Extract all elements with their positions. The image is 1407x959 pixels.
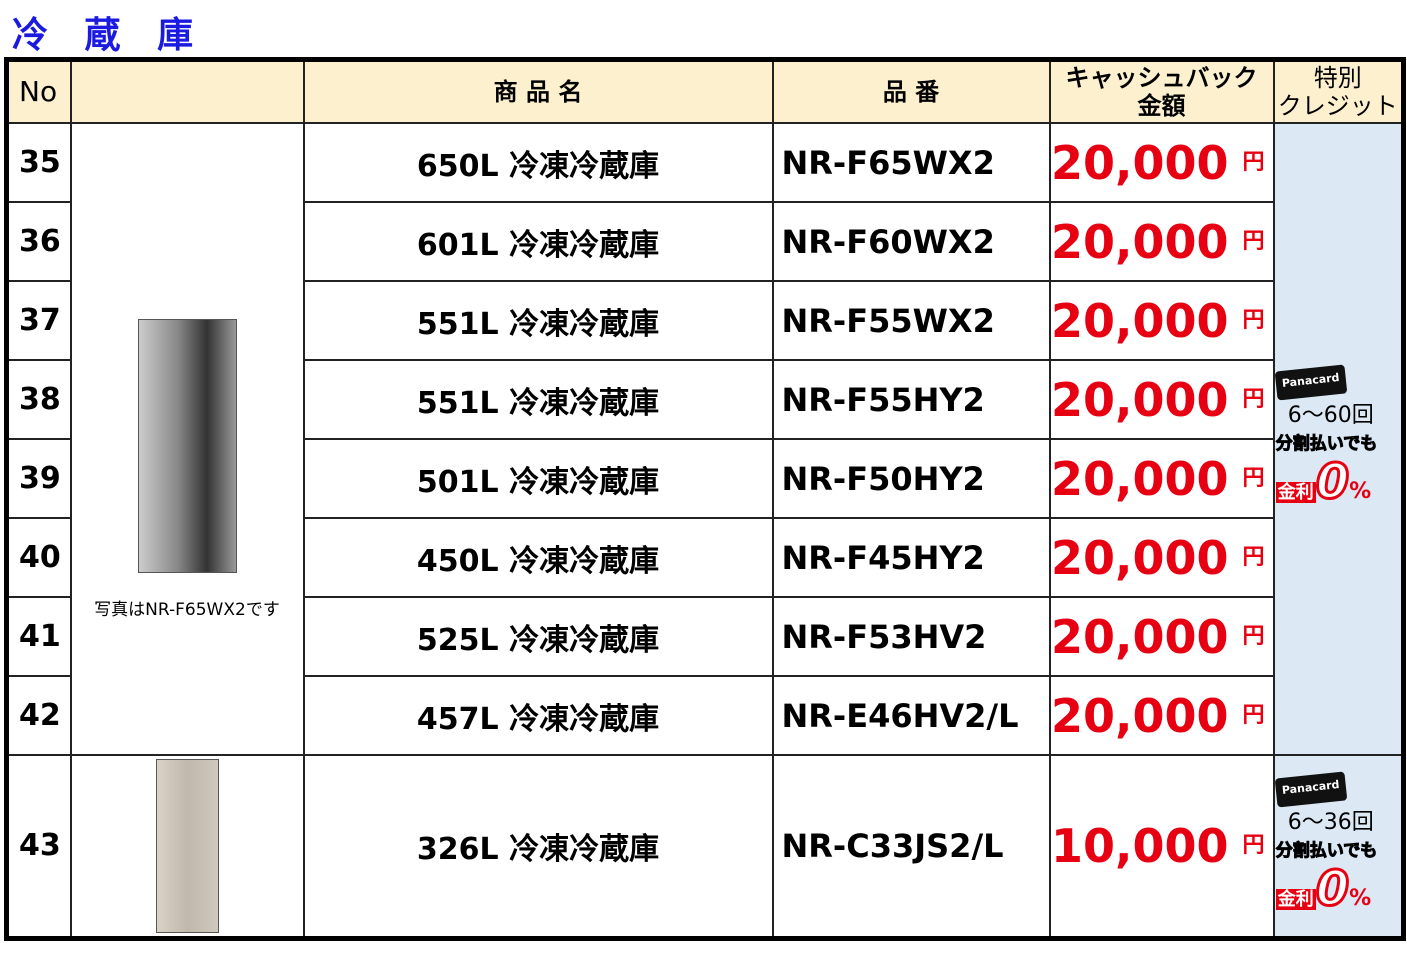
row-no: 41 [5, 596, 72, 677]
installments: 6～36回 [1287, 809, 1374, 835]
model-number: NR-E46HV2/L [771, 675, 1051, 756]
header-name: 商 品 名 [302, 58, 774, 124]
amount: 20,000 [1050, 451, 1229, 506]
product-name: 650L 冷凍冷蔵庫 [302, 122, 774, 203]
row-no: 38 [5, 359, 72, 440]
interest-label: 金利 [1275, 888, 1316, 910]
amount: 20,000 [1050, 530, 1229, 585]
cashback-amount: 20,000 円 [1048, 280, 1275, 361]
table-row: 42 457L 冷凍冷蔵庫 NR-E46HV2/L 20,000 円 [5, 675, 1404, 756]
panacard-icon: Panacard [1274, 364, 1347, 401]
header-credit-l1: 特別 [1313, 64, 1362, 92]
product-name: 457L 冷凍冷蔵庫 [302, 675, 774, 756]
credit-badge: Panacard 6～60回 分割払いでも 金利0% [1274, 364, 1400, 512]
yen: 円 [1242, 307, 1265, 333]
product-name: 450L 冷凍冷蔵庫 [302, 517, 774, 598]
amount: 20,000 [1050, 135, 1229, 190]
credit-cell: Panacard 6～36回 分割払いでも 金利0% [1272, 754, 1405, 939]
cashback-amount: 20,000 円 [1048, 675, 1275, 756]
fridge-image [137, 318, 237, 573]
header-model: 品 番 [771, 58, 1051, 124]
amount: 20,000 [1050, 214, 1229, 269]
product-photo-cell [69, 754, 305, 939]
table-row: 43 326L 冷凍冷蔵庫 NR-C33JS2/L 10,000 円 Panacar… [5, 754, 1405, 939]
model-number: NR-F45HY2 [771, 517, 1051, 598]
table-row: 37 551L 冷凍冷蔵庫 NR-F55WX2 20,000 円 [5, 280, 1404, 361]
product-name: 326L 冷凍冷蔵庫 [302, 754, 774, 939]
amount: 20,000 [1050, 372, 1229, 427]
cashback-amount: 20,000 円 [1048, 438, 1275, 519]
yen: 円 [1242, 702, 1265, 728]
row-no: 37 [5, 280, 72, 361]
cashback-amount: 20,000 円 [1048, 596, 1275, 677]
yen: 円 [1242, 386, 1265, 412]
installment-text: 分割払いでも [1275, 434, 1378, 455]
table-row: 40 450L 冷凍冷蔵庫 NR-F45HY2 20,000 円 [5, 517, 1404, 598]
product-name: 525L 冷凍冷蔵庫 [302, 596, 774, 677]
cashback-amount: 20,000 円 [1048, 201, 1275, 282]
amount: 20,000 [1050, 609, 1229, 664]
table-row: 38 551L 冷凍冷蔵庫 NR-F55HY2 20,000 円 [5, 359, 1404, 440]
model-number: NR-F55HY2 [771, 359, 1051, 440]
cashback-amount: 20,000 円 [1048, 122, 1275, 203]
yen: 円 [1242, 228, 1265, 254]
row-no: 42 [5, 675, 72, 756]
percent: % [1349, 885, 1372, 911]
interest-label: 金利 [1275, 482, 1316, 503]
model-number: NR-F65WX2 [771, 122, 1051, 203]
amount: 10,000 [1050, 818, 1229, 873]
panacard-icon: Panacard [1274, 771, 1347, 808]
yen: 円 [1242, 623, 1265, 649]
row-no: 40 [5, 517, 72, 598]
installments: 6～60回 [1287, 403, 1374, 428]
cashback-amount: 10,000 円 [1048, 754, 1275, 939]
table-row: 36 601L 冷凍冷蔵庫 NR-F60WX2 20,000 円 [5, 201, 1404, 282]
product-name: 501L 冷凍冷蔵庫 [302, 438, 774, 519]
product-name: 601L 冷凍冷蔵庫 [302, 201, 774, 282]
header-credit: 特別 クレジット [1272, 58, 1405, 124]
row-no: 35 [5, 122, 72, 203]
header-no: No [5, 58, 72, 124]
row-no: 36 [5, 201, 72, 282]
table-row: 39 501L 冷凍冷蔵庫 NR-F50HY2 20,000 円 [5, 438, 1404, 519]
model-number: NR-F60WX2 [771, 201, 1051, 282]
model-number: NR-F53HV2 [771, 596, 1051, 677]
model-number: NR-F50HY2 [771, 438, 1051, 519]
zero-rate: 0 [1314, 453, 1350, 512]
percent: % [1349, 479, 1372, 504]
fridge-image [155, 758, 219, 933]
product-photo-cell: 写真はNR-F65WX2です [69, 122, 305, 756]
header-image [69, 58, 305, 124]
refrigerator-table: No 商 品 名 品 番 キャッシュバック 金額 特別 クレジット 35 写真はNR-… [4, 57, 1406, 941]
yen: 円 [1242, 465, 1265, 491]
table-row: 41 525L 冷凍冷蔵庫 NR-F53HV2 20,000 円 [5, 596, 1404, 677]
header-row: No 商 品 名 品 番 キャッシュバック 金額 特別 クレジット [5, 58, 1405, 124]
credit-cell: Panacard 6～60回 分割払いでも 金利0% [1272, 122, 1405, 756]
installment-text: 分割払いでも [1275, 840, 1378, 861]
yen: 円 [1242, 149, 1265, 175]
credit-badge: Panacard 6～36回 分割払いでも 金利0% [1274, 771, 1400, 918]
product-name: 551L 冷凍冷蔵庫 [302, 280, 774, 361]
header-cashback: キャッシュバック 金額 [1048, 58, 1275, 124]
photo-caption: 写真はNR-F65WX2です [94, 599, 280, 620]
header-credit-l2: クレジット [1277, 92, 1398, 120]
page-title: 冷 蔵 庫 [12, 15, 206, 56]
model-number: NR-F55WX2 [771, 280, 1051, 361]
header-cashback-l1: キャッシュバック [1065, 64, 1258, 92]
header-cashback-l2: 金額 [1137, 92, 1186, 120]
model-number: NR-C33JS2/L [771, 754, 1051, 939]
row-no: 43 [5, 754, 72, 939]
cashback-amount: 20,000 円 [1048, 359, 1275, 440]
cashback-amount: 20,000 円 [1048, 517, 1275, 598]
product-name: 551L 冷凍冷蔵庫 [302, 359, 774, 440]
table-row: 35 写真はNR-F65WX2です 650L 冷凍冷蔵庫 NR-F65WX2 20,… [5, 122, 1405, 756]
row-no: 39 [5, 438, 72, 519]
amount: 20,000 [1050, 293, 1229, 348]
zero-rate: 0 [1314, 859, 1350, 918]
yen: 円 [1242, 544, 1265, 570]
amount: 20,000 [1050, 688, 1229, 743]
yen: 円 [1242, 832, 1265, 858]
